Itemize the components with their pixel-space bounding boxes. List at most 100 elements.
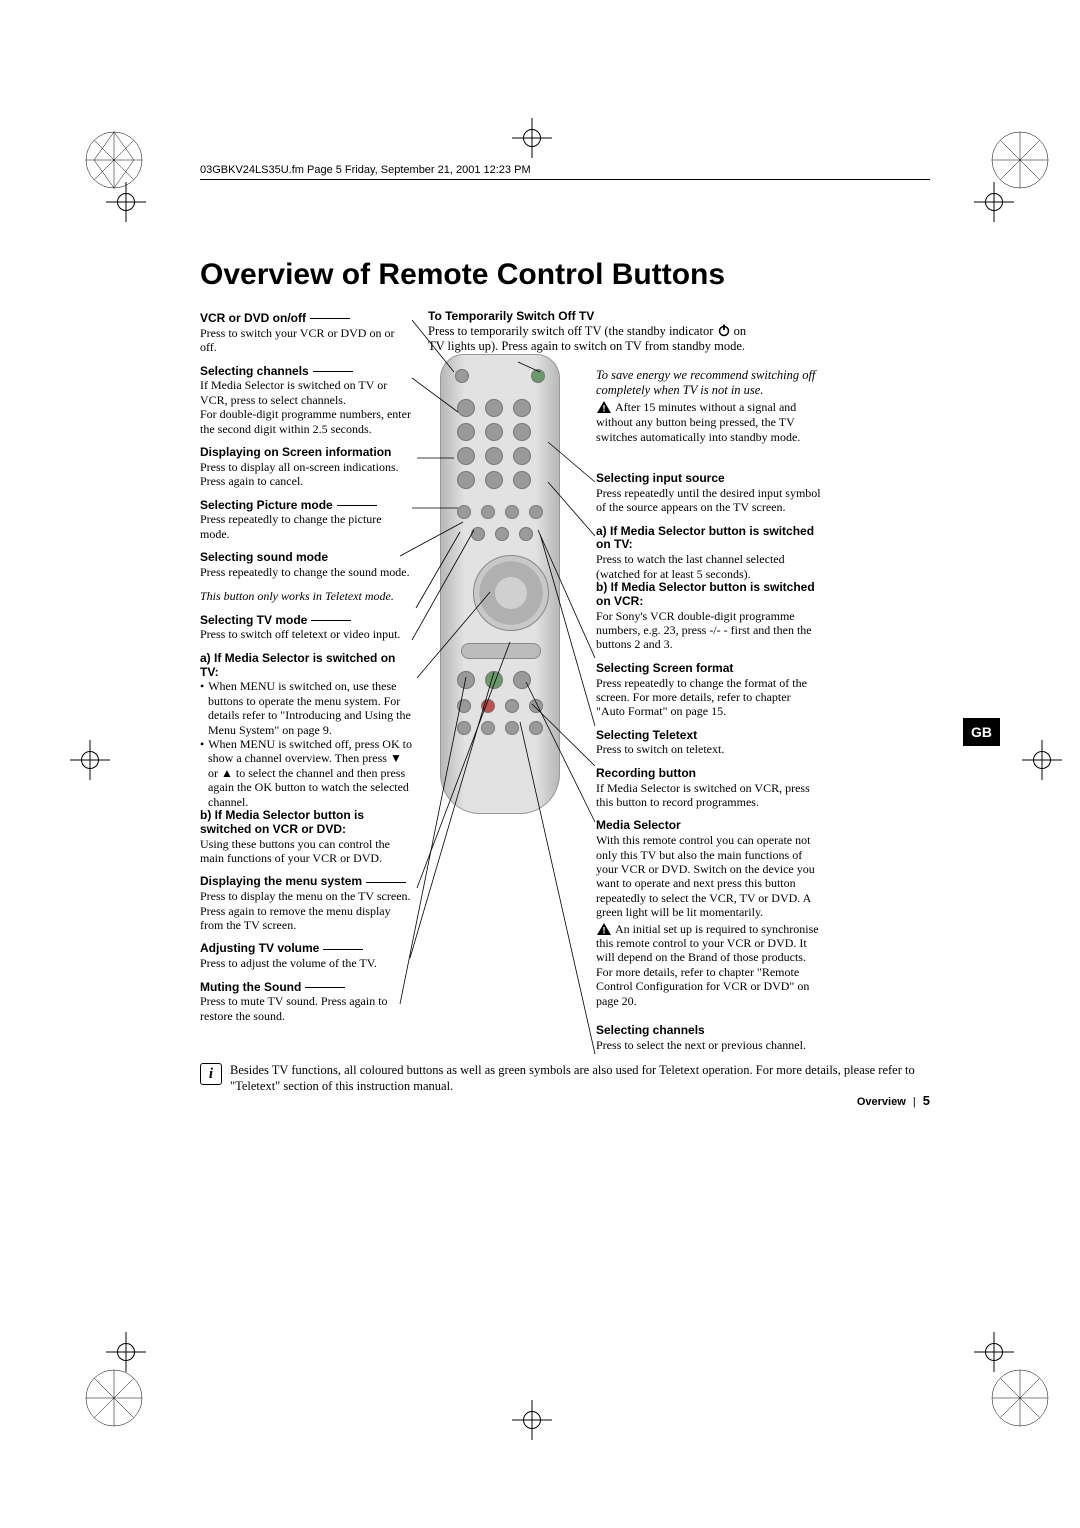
block-body: Press repeatedly to change the format of… (596, 676, 821, 719)
block-body: Press to switch off teletext or video in… (200, 627, 412, 641)
dpad (473, 555, 549, 631)
block-subtitle: a) If Media Selector button is switched … (596, 525, 821, 553)
block-recording: Recording button If Media Selector is sw… (596, 767, 821, 810)
info-text: Besides TV functions, all coloured butto… (230, 1063, 930, 1094)
block-body: Press to watch the last channel selected… (596, 552, 821, 581)
page: 03GBKV24LS35U.fm Page 5 Friday, Septembe… (200, 164, 930, 1094)
block-menu-system: Displaying the menu system Press to disp… (200, 875, 412, 932)
block-title: Selecting input source (596, 472, 821, 486)
crosshair-icon (974, 182, 1014, 222)
crosshair-icon (1022, 740, 1062, 780)
crosshair-icon (70, 740, 110, 780)
block-body: Press to temporarily switch off TV (the … (428, 323, 748, 354)
remote-body (440, 354, 560, 814)
block-standby: To Temporarily Switch Off TV Press to te… (428, 309, 748, 354)
block-title: Muting the Sound (200, 981, 412, 995)
block-title: Media Selector (596, 819, 821, 833)
language-tab: GB (963, 718, 1000, 746)
block-body: For Sony's VCR double-digit programme nu… (596, 609, 821, 652)
block-body: Press repeatedly until the desired input… (596, 486, 821, 515)
info-note: i Besides TV functions, all coloured but… (200, 1063, 930, 1094)
block-title: Displaying the menu system (200, 875, 412, 889)
block-title: Recording button (596, 767, 821, 781)
block-media-selector-tv: a) If Media Selector is switched on TV: … (200, 652, 412, 865)
note-italic: To save energy we recommend switching of… (596, 368, 821, 398)
content-columns: VCR or DVD on/off Press to switch your V… (200, 312, 930, 1033)
block-last-channel: a) If Media Selector button is switched … (596, 525, 821, 652)
warning-icon: ! (596, 400, 612, 414)
block-picture-mode: Selecting Picture mode Press repeatedly … (200, 499, 412, 542)
reg-mark (990, 130, 1050, 190)
block-title: Displaying on Screen information (200, 446, 412, 460)
crosshair-icon (106, 182, 146, 222)
block-select-channels: Selecting channels If Media Selector is … (200, 365, 412, 436)
block-body: Using these buttons you can control the … (200, 837, 412, 866)
block-body: Press to mute TV sound. Press again to r… (200, 994, 412, 1023)
block-body: If Media Selector is switched on TV or V… (200, 378, 412, 436)
block-warn: !An initial set up is required to synchr… (596, 922, 821, 1008)
svg-text:!: ! (603, 925, 606, 935)
block-body: Press to adjust the volume of the TV. (200, 956, 412, 970)
block-title: Selecting sound mode (200, 551, 412, 565)
block-body: Press to switch on teletext. (596, 742, 821, 756)
block-title: Selecting channels (200, 365, 412, 379)
remote-illustration (430, 354, 570, 814)
block-subtitle: a) If Media Selector is switched on TV: (200, 652, 412, 680)
block-title: Selecting Screen format (596, 662, 821, 676)
reg-mark (990, 1368, 1050, 1428)
block-body: Press to display the menu on the TV scre… (200, 889, 412, 932)
reg-mark (84, 1368, 144, 1428)
remote-column (420, 312, 580, 1033)
crosshair-icon (512, 118, 552, 158)
block-body: Press to display all on-screen indicatio… (200, 460, 412, 489)
block-standby-note: To save energy we recommend switching of… (596, 368, 821, 445)
block-teletext: Selecting Teletext Press to switch on te… (596, 729, 821, 757)
running-header: 03GBKV24LS35U.fm Page 5 Friday, Septembe… (200, 164, 930, 180)
footer-section: Overview (857, 1096, 906, 1108)
reg-mark (84, 130, 144, 190)
block-media-selector: Media Selector With this remote control … (596, 819, 821, 1007)
block-title: VCR or DVD on/off (200, 312, 412, 326)
block-title: Selecting Picture mode (200, 499, 412, 513)
footer-page: 5 (923, 1093, 930, 1108)
block-title: Selecting channels (596, 1024, 821, 1038)
block-subtitle: b) If Media Selector button is switched … (596, 581, 821, 609)
bullet-list: When MENU is switched on, use these butt… (200, 679, 412, 809)
block-subtitle: b) If Media Selector button is switched … (200, 809, 412, 837)
block-input-source: Selecting input source Press repeatedly … (596, 472, 821, 515)
list-item: When MENU is switched on, use these butt… (208, 679, 412, 737)
block-body: If Media Selector is switched on VCR, pr… (596, 781, 821, 810)
block-title: To Temporarily Switch Off TV (428, 309, 748, 323)
block-body: Press to select the next or previous cha… (596, 1038, 821, 1052)
block-volume: Adjusting TV volume Press to adjust the … (200, 942, 412, 970)
block-sound-mode: Selecting sound mode Press repeatedly to… (200, 551, 412, 579)
svg-text:!: ! (603, 404, 606, 414)
block-select-channels-next: Selecting channels Press to select the n… (596, 1024, 821, 1052)
footer-separator: | (913, 1096, 916, 1108)
right-column-content: Selecting input source Press repeatedly … (596, 472, 821, 1062)
note-warn: !After 15 minutes without a signal and w… (596, 400, 821, 445)
block-body: This button only works in Teletext mode. (200, 589, 412, 603)
crosshair-icon (512, 1400, 552, 1440)
block-title: Selecting Teletext (596, 729, 821, 743)
block-title: Selecting TV mode (200, 614, 412, 628)
left-column: VCR or DVD on/off Press to switch your V… (200, 312, 420, 1033)
crosshair-icon (106, 1332, 146, 1372)
block-title: Adjusting TV volume (200, 942, 412, 956)
power-icon (717, 323, 731, 337)
block-vcr-dvd: VCR or DVD on/off Press to switch your V… (200, 312, 412, 355)
block-screen-format: Selecting Screen format Press repeatedly… (596, 662, 821, 719)
warning-icon: ! (596, 922, 612, 936)
block-osd-info: Displaying on Screen information Press t… (200, 446, 412, 489)
page-footer: Overview | 5 (857, 1093, 930, 1108)
block-body: Press to switch your VCR or DVD on or of… (200, 326, 412, 355)
info-icon: i (200, 1063, 222, 1085)
crosshair-icon (974, 1332, 1014, 1372)
block-tv-mode: Selecting TV mode Press to switch off te… (200, 614, 412, 642)
list-item: When MENU is switched off, press OK to s… (208, 737, 412, 809)
block-body: Press repeatedly to change the sound mod… (200, 565, 412, 579)
block-mute: Muting the Sound Press to mute TV sound.… (200, 981, 412, 1024)
block-body: With this remote control you can operate… (596, 833, 821, 919)
block-teletext-note: This button only works in Teletext mode. (200, 589, 412, 603)
page-title: Overview of Remote Control Buttons (200, 258, 930, 292)
